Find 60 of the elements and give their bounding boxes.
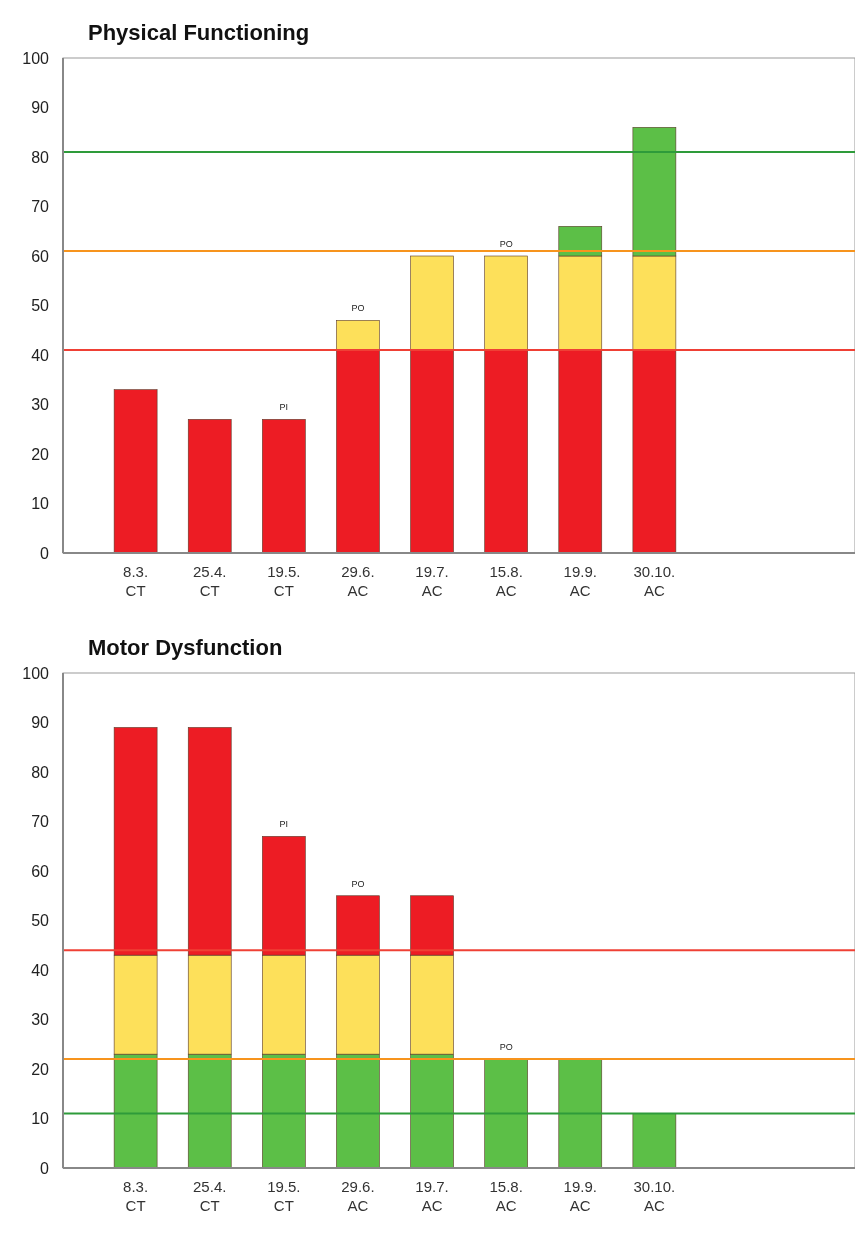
bar xyxy=(336,320,380,351)
y-tick-label: 80 xyxy=(31,148,50,166)
x-tick-label: 29.6. AC xyxy=(341,1178,375,1214)
chart-title: Physical Functioning xyxy=(88,20,310,45)
x-tick-label: 19.7. AC xyxy=(415,1178,449,1214)
x-tick-label: 15.8. AC xyxy=(489,563,523,599)
x-tick-label: 25.4. CT xyxy=(193,563,227,599)
bar xyxy=(113,389,158,554)
x-tick-label: 19.7. AC xyxy=(415,563,449,599)
x-tick-label: 30.10. AC xyxy=(633,1178,676,1214)
bar xyxy=(262,419,306,554)
y-tick-label: 70 xyxy=(31,813,50,831)
x-tick-label: 19.5. CT xyxy=(267,1178,301,1214)
y-tick-label: 70 xyxy=(31,198,50,216)
annotation: PI xyxy=(279,819,289,830)
bar xyxy=(410,255,454,351)
x-tick-label: 15.8. AC xyxy=(489,1178,523,1214)
bar xyxy=(632,349,677,554)
x-tick-label: 8.3. CT xyxy=(123,563,149,599)
y-tick-label: 60 xyxy=(31,247,50,265)
annotation: PO xyxy=(499,1042,513,1053)
bar xyxy=(336,349,380,554)
bar xyxy=(558,349,603,554)
chart-title: Motor Dysfunction xyxy=(88,635,283,660)
y-tick-label: 20 xyxy=(31,1060,50,1078)
x-tick-label: 8.3. CT xyxy=(123,1178,149,1214)
x-tick-label: 19.9. AC xyxy=(563,563,597,599)
bar xyxy=(632,1113,677,1169)
y-tick-label: 80 xyxy=(31,763,50,781)
y-tick-label: 0 xyxy=(40,544,50,562)
annotation: PI xyxy=(279,402,289,413)
y-tick-label: 60 xyxy=(31,862,50,880)
annotation: PO xyxy=(351,878,365,889)
y-tick-label: 10 xyxy=(31,495,50,513)
bar xyxy=(484,1058,528,1169)
y-tick-label: 100 xyxy=(22,49,50,67)
x-tick-label: 29.6. AC xyxy=(341,563,375,599)
annotation: PO xyxy=(351,303,365,314)
y-tick-label: 90 xyxy=(31,99,50,117)
bar xyxy=(410,349,454,554)
bar xyxy=(558,1058,603,1169)
bar xyxy=(484,349,528,554)
y-tick-label: 30 xyxy=(31,396,50,414)
x-tick-label: 25.4. CT xyxy=(193,1178,227,1214)
bar xyxy=(187,419,232,554)
annotation: PO xyxy=(499,239,513,249)
bar xyxy=(484,255,528,351)
x-tick-label: 30.10. AC xyxy=(633,563,676,599)
y-tick-label: 50 xyxy=(31,912,50,930)
y-tick-label: 40 xyxy=(31,961,50,979)
y-tick-label: 0 xyxy=(40,1159,50,1177)
y-tick-label: 20 xyxy=(31,445,50,463)
y-tick-label: 30 xyxy=(31,1011,50,1029)
y-tick-label: 50 xyxy=(31,297,50,315)
x-tick-label: 19.9. AC xyxy=(563,1178,597,1214)
x-tick-label: 19.5. CT xyxy=(267,563,301,599)
y-tick-label: 40 xyxy=(31,346,50,364)
y-tick-label: 100 xyxy=(22,664,50,682)
y-tick-label: 90 xyxy=(31,714,50,732)
y-tick-label: 10 xyxy=(31,1110,50,1128)
